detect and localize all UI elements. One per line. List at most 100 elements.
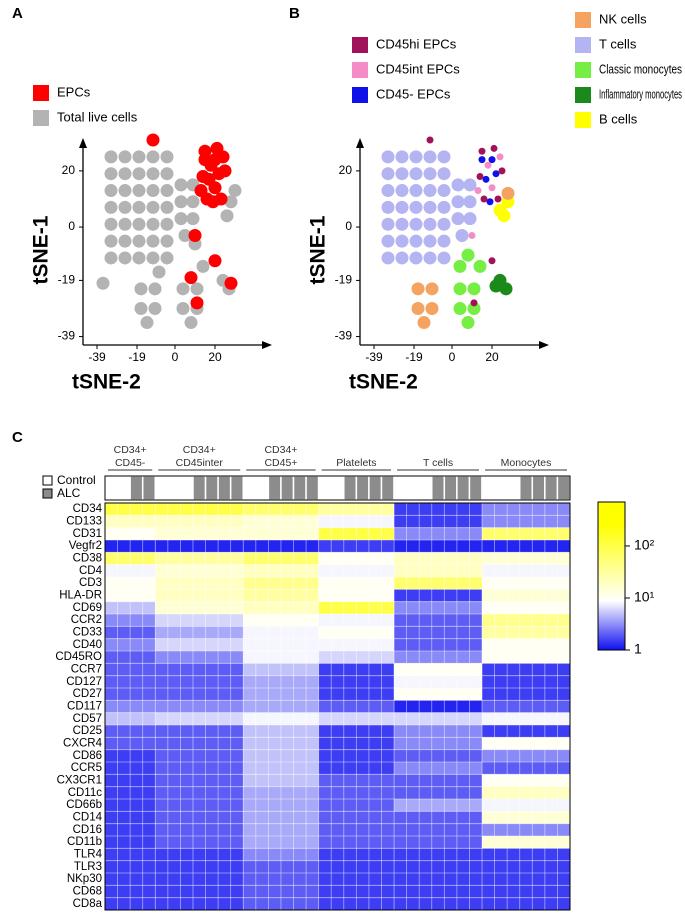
heat-cell	[155, 848, 244, 861]
y-tick-label: -39	[335, 329, 353, 343]
legend-swatch	[575, 37, 591, 53]
x-tick-label: -19	[128, 350, 146, 364]
point	[104, 217, 118, 231]
point	[160, 184, 174, 198]
legend-label: CD45- EPCs	[376, 86, 451, 101]
point	[451, 178, 465, 192]
point	[395, 184, 409, 198]
point	[470, 299, 478, 307]
row-label: HLA-DR	[59, 590, 102, 602]
heat-cell	[482, 799, 570, 812]
condition-cell	[330, 475, 345, 501]
heat-cell	[482, 848, 570, 861]
row-label: CD127	[66, 676, 102, 688]
point	[463, 195, 477, 209]
point	[423, 150, 437, 164]
point	[134, 282, 148, 296]
heat-cell	[482, 638, 570, 651]
condition-cell	[217, 475, 232, 501]
heat-cell	[482, 712, 570, 725]
heat-cell	[394, 762, 483, 775]
condition-cell	[192, 475, 207, 501]
heat-cell	[155, 552, 244, 565]
heat-cell	[482, 700, 570, 713]
row-label: CD31	[73, 528, 102, 540]
point	[381, 184, 395, 198]
x-tick-label: -39	[365, 350, 383, 364]
point	[160, 150, 174, 164]
point	[104, 150, 118, 164]
point	[423, 184, 437, 198]
heat-cell	[482, 885, 570, 898]
point	[146, 217, 160, 231]
x-tick-label: 20	[485, 350, 499, 364]
point	[198, 153, 212, 167]
legend-swatch	[33, 110, 49, 126]
point	[146, 251, 160, 265]
row-label: CD117	[67, 701, 102, 713]
point	[118, 251, 132, 265]
point	[118, 167, 132, 181]
legend-label: Control	[57, 473, 96, 487]
colorbar-tick-label: 10¹	[634, 589, 655, 605]
point	[417, 316, 431, 330]
heat-cell	[482, 873, 570, 886]
heat-cell	[155, 638, 244, 651]
row-label: CD57	[73, 713, 102, 725]
point	[196, 259, 210, 273]
heat-cell	[155, 725, 244, 738]
point	[437, 167, 451, 181]
point	[480, 195, 488, 203]
colorbar	[597, 501, 626, 651]
point	[425, 282, 439, 296]
heat-cell	[482, 552, 570, 565]
point	[152, 265, 166, 279]
condition-cell	[305, 475, 320, 501]
heat-cell	[155, 688, 244, 701]
row-label: CD25	[73, 725, 102, 737]
heat-cell	[394, 503, 483, 516]
point	[478, 147, 486, 155]
point	[453, 259, 467, 273]
point	[473, 259, 487, 273]
heat-cell	[482, 762, 570, 775]
heat-cell	[394, 700, 483, 713]
heat-cell	[482, 503, 570, 516]
condition-cell	[343, 475, 358, 501]
y-tick-label: 0	[68, 219, 75, 233]
heat-cell	[155, 799, 244, 812]
point	[118, 184, 132, 198]
heat-cell	[394, 712, 483, 725]
legend-swatch	[575, 12, 591, 28]
point	[132, 251, 146, 265]
condition-cell	[355, 475, 370, 501]
row-label: CXCR4	[63, 738, 103, 750]
heat-cell	[155, 663, 244, 676]
point	[451, 195, 465, 209]
point	[381, 150, 395, 164]
row-label: CD3	[79, 577, 102, 589]
heat-cell	[482, 626, 570, 639]
heat-cell	[394, 774, 483, 787]
point	[482, 175, 490, 183]
point	[395, 234, 409, 248]
point	[186, 212, 200, 226]
point	[423, 234, 437, 248]
legend-label: CD45hi EPCs	[376, 36, 457, 51]
legend-label: ALC	[57, 486, 81, 500]
condition-frame	[104, 475, 571, 501]
condition-cell	[368, 475, 383, 501]
point	[118, 217, 132, 231]
condition-cell	[129, 475, 144, 501]
row-label: CD11c	[68, 787, 103, 799]
condition-cell	[431, 475, 446, 501]
heat-cell	[394, 515, 483, 528]
point	[499, 282, 513, 296]
heat-cell	[155, 823, 244, 836]
heat-cell	[394, 589, 483, 602]
legend-swatch	[575, 87, 591, 103]
row-label: Vegfr2	[69, 540, 102, 552]
x-axis-label: tSNE-2	[72, 371, 141, 394]
y-axis-label: tSNE-1	[30, 215, 53, 284]
point	[409, 217, 423, 231]
